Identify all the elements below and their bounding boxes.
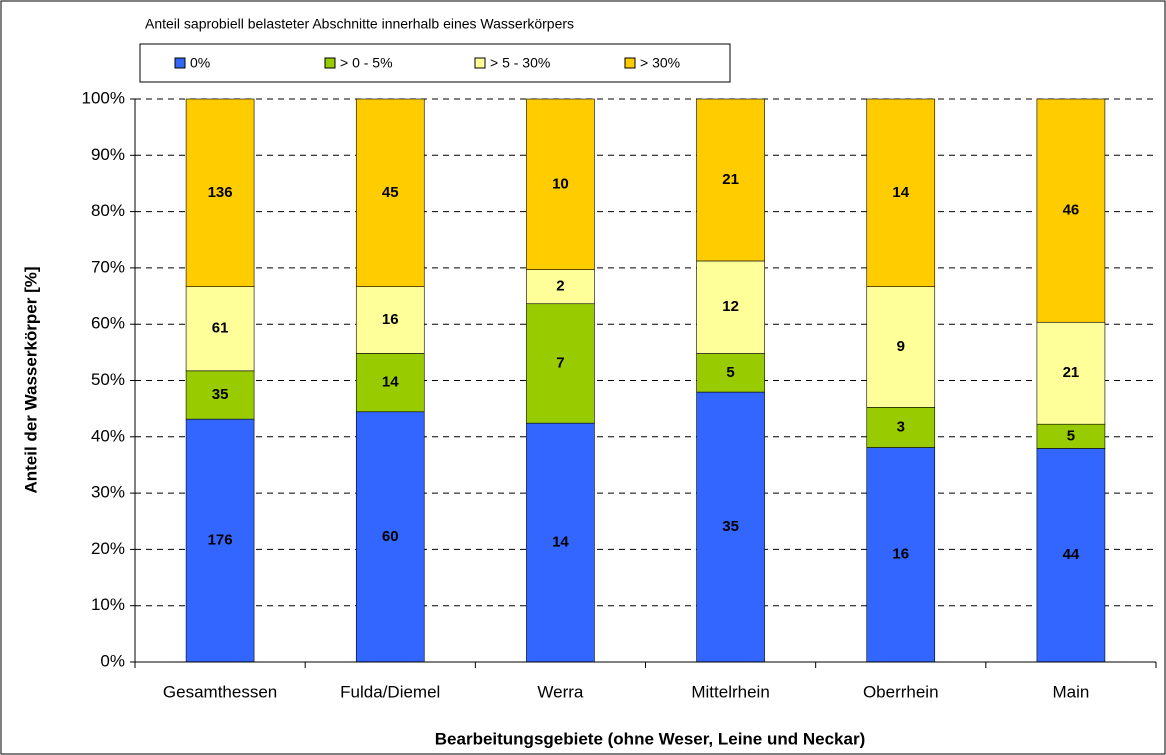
data-label: 14 <box>552 534 569 551</box>
data-label: 60 <box>382 528 399 545</box>
x-tick-label: Oberrhein <box>863 682 939 701</box>
data-label: 35 <box>212 386 229 403</box>
bar-segment <box>1036 423 1106 449</box>
x-tick-label: Werra <box>537 682 584 701</box>
legend-swatch <box>324 57 336 69</box>
y-tick-label: 60% <box>91 314 125 333</box>
x-tick-label: Mittelrhein <box>691 682 769 701</box>
data-label: 16 <box>382 311 399 328</box>
x-axis-label: Bearbeitungsgebiete (ohne Weser, Leine u… <box>435 729 865 748</box>
legend-label: > 30% <box>640 55 680 71</box>
data-label: 14 <box>892 184 909 201</box>
legend-swatch <box>174 57 186 69</box>
data-label: 14 <box>382 374 399 391</box>
bar-segment <box>526 303 595 424</box>
data-label: 21 <box>1063 364 1080 381</box>
data-label: 21 <box>722 171 739 188</box>
bar-segment <box>355 286 425 354</box>
y-tick-label: 100% <box>82 88 125 107</box>
data-label: 35 <box>722 518 739 535</box>
data-label: 5 <box>726 364 734 381</box>
data-label: 45 <box>382 184 399 201</box>
bar-segment <box>526 422 595 663</box>
y-tick-label: 20% <box>91 539 125 558</box>
bar-segment <box>185 286 255 372</box>
y-tick-label: 90% <box>91 145 125 164</box>
data-label: 5 <box>1067 427 1075 444</box>
bar-segment <box>866 286 936 408</box>
bar-segment <box>696 353 765 393</box>
data-label: 44 <box>1063 546 1080 563</box>
data-label: 12 <box>722 298 739 315</box>
data-label: 9 <box>897 338 905 355</box>
y-tick-label: 80% <box>91 201 125 220</box>
bar-segment <box>696 260 765 354</box>
x-tick-label: Gesamthessen <box>163 682 277 701</box>
bar-segment <box>185 98 255 287</box>
data-label: 7 <box>556 354 564 371</box>
bar-segment <box>1036 98 1106 323</box>
data-label: 46 <box>1063 202 1080 219</box>
legend-swatch <box>474 57 486 69</box>
y-tick-label: 70% <box>91 257 125 276</box>
legend-label: > 0 - 5% <box>340 55 393 71</box>
y-tick-label: 10% <box>91 595 125 614</box>
bar-segment <box>355 353 425 413</box>
bar-segment <box>866 407 936 448</box>
data-label: 3 <box>897 418 905 435</box>
data-label: 10 <box>552 175 569 192</box>
x-tick-label: Main <box>1052 682 1089 701</box>
legend-title: Anteil saprobiell belasteter Abschnitte … <box>145 16 574 32</box>
bar-segment <box>1036 448 1106 663</box>
bar-segment <box>526 98 595 270</box>
bar-segment <box>1036 321 1106 425</box>
y-tick-label: 40% <box>91 426 125 445</box>
x-tick-label: Fulda/Diemel <box>340 682 440 701</box>
y-axis-label: Anteil der Wasserkörper [%] <box>21 266 40 493</box>
data-label: 16 <box>892 546 909 563</box>
bar-segment <box>185 418 255 663</box>
data-label: 136 <box>208 184 233 201</box>
legend-label: 0% <box>190 55 210 71</box>
y-tick-label: 0% <box>100 651 125 670</box>
data-label: 2 <box>556 278 564 295</box>
bar-segment <box>355 411 425 663</box>
y-tick-label: 50% <box>91 370 125 389</box>
data-label: 61 <box>212 320 229 337</box>
bar-segment <box>355 98 425 287</box>
legend-swatch <box>624 57 636 69</box>
y-tick-label: 30% <box>91 483 125 502</box>
bar-segment <box>866 98 936 287</box>
bar-segment <box>696 391 765 663</box>
bar-segment <box>696 98 765 262</box>
data-label: 176 <box>208 532 233 549</box>
legend-label: > 5 - 30% <box>490 55 550 71</box>
